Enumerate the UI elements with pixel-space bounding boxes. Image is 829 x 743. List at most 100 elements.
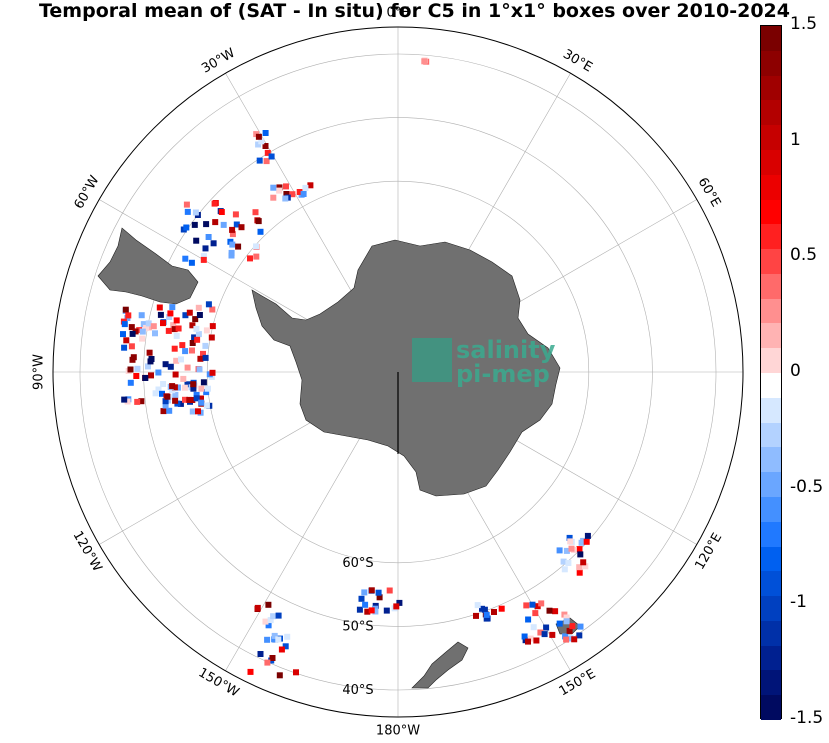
data-box xyxy=(121,321,128,328)
data-box xyxy=(202,354,209,361)
data-box xyxy=(229,226,236,233)
data-box xyxy=(289,191,296,198)
data-box xyxy=(120,331,126,338)
data-box xyxy=(256,157,263,164)
data-box xyxy=(186,396,193,403)
data-box xyxy=(145,320,152,327)
data-box xyxy=(270,194,277,201)
data-box xyxy=(212,219,219,226)
data-box xyxy=(583,538,590,545)
data-box xyxy=(562,633,569,640)
data-box xyxy=(208,334,215,341)
data-box xyxy=(307,182,314,189)
data-box xyxy=(205,385,211,392)
data-box xyxy=(257,651,264,657)
data-box xyxy=(198,399,205,406)
data-box xyxy=(262,130,269,136)
data-box xyxy=(247,668,254,675)
colorbar-segment xyxy=(761,397,781,424)
data-box xyxy=(262,143,269,149)
data-box xyxy=(278,646,285,653)
data-box xyxy=(541,631,548,638)
data-box xyxy=(182,255,189,262)
watermark-logo xyxy=(412,338,452,382)
data-box xyxy=(138,312,145,319)
data-box xyxy=(205,234,212,240)
colorbar-segment xyxy=(761,496,781,523)
data-box xyxy=(253,253,260,260)
data-box xyxy=(265,601,272,608)
data-box xyxy=(205,301,212,308)
map-title: Temporal mean of (SAT - In situ) for C5 … xyxy=(38,0,790,22)
data-box xyxy=(543,624,550,631)
data-box xyxy=(197,355,204,362)
data-box xyxy=(133,373,140,379)
data-box xyxy=(198,395,204,402)
colorbar-segment xyxy=(761,695,781,721)
colorbar-tick-label: -0.5 xyxy=(790,476,824,497)
data-box xyxy=(571,636,578,643)
longitude-label: 60°E xyxy=(695,175,724,210)
data-box xyxy=(162,402,169,409)
data-box xyxy=(189,322,196,329)
data-box xyxy=(142,375,149,381)
longitude-label: 0°E xyxy=(387,6,410,21)
data-box xyxy=(186,309,193,316)
data-box xyxy=(189,347,195,354)
colorbar-segment xyxy=(761,249,781,275)
data-box xyxy=(396,599,403,606)
data-box xyxy=(269,655,276,661)
data-box xyxy=(282,195,289,202)
data-box xyxy=(188,259,195,266)
data-box xyxy=(178,356,184,363)
data-box xyxy=(210,240,217,247)
data-box xyxy=(525,616,532,623)
data-box xyxy=(302,184,309,191)
data-box xyxy=(194,336,201,343)
colorbar-segment xyxy=(761,174,781,200)
colorbar-tick-label: 1.5 xyxy=(790,14,818,34)
data-box xyxy=(172,391,179,398)
data-box xyxy=(203,389,210,396)
colorbar-segment xyxy=(761,670,781,696)
data-box xyxy=(127,366,134,373)
data-box xyxy=(182,312,189,319)
data-box xyxy=(529,601,536,608)
data-box xyxy=(148,372,154,379)
data-box xyxy=(177,400,184,407)
data-box xyxy=(184,364,191,371)
longitude-label: 180°W xyxy=(376,724,420,739)
data-box xyxy=(196,312,203,318)
colorbar-segment xyxy=(761,571,781,597)
data-box xyxy=(125,312,132,319)
data-box xyxy=(180,375,187,382)
data-box xyxy=(255,133,262,140)
data-box xyxy=(368,587,375,594)
data-box xyxy=(582,563,589,570)
colorbar-segment xyxy=(761,50,781,77)
data-box xyxy=(127,379,134,386)
data-box xyxy=(498,605,505,612)
data-box xyxy=(386,587,393,594)
data-box xyxy=(247,255,253,262)
data-box xyxy=(121,396,128,403)
data-box xyxy=(182,396,188,403)
colorbar-segment xyxy=(761,199,781,225)
data-box xyxy=(563,614,570,621)
data-box xyxy=(263,158,270,165)
south-america-land xyxy=(97,227,199,305)
data-box xyxy=(157,311,164,318)
data-box xyxy=(198,385,205,392)
data-box xyxy=(254,604,261,611)
data-box xyxy=(200,256,207,263)
data-box xyxy=(375,589,382,596)
data-box xyxy=(175,325,182,332)
data-box xyxy=(148,356,155,362)
data-box xyxy=(173,332,180,339)
data-box xyxy=(155,386,162,393)
data-box xyxy=(129,330,136,337)
colorbar-segment xyxy=(761,125,781,151)
data-box xyxy=(139,335,146,342)
data-box xyxy=(566,534,573,541)
data-box xyxy=(189,408,196,415)
